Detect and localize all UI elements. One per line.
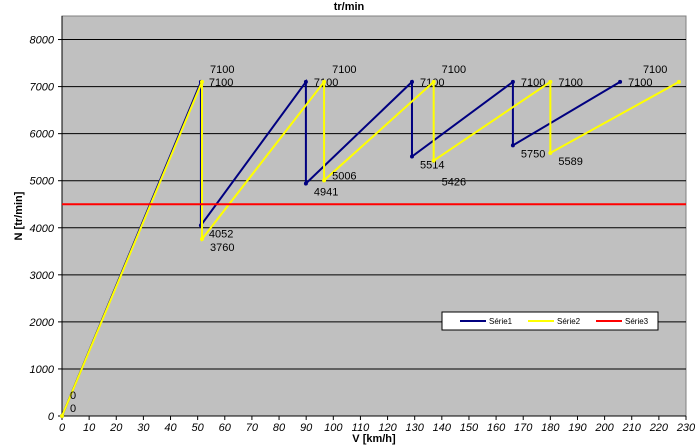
data-label: 7100: [643, 64, 667, 76]
data-label: 7100: [558, 77, 582, 89]
data-label: 7100: [442, 64, 466, 76]
x-tick-label: 180: [541, 422, 560, 434]
data-point: [199, 237, 204, 242]
data-label: 7100: [314, 77, 338, 89]
data-point: [322, 79, 327, 84]
data-label: 5750: [521, 148, 545, 160]
data-point: [303, 79, 308, 84]
data-label: 5426: [442, 177, 466, 189]
x-tick-label: 40: [164, 422, 177, 434]
x-tick-label: 20: [109, 422, 123, 434]
chart-title: tr/min: [334, 1, 365, 13]
data-label: 4052: [209, 228, 233, 240]
data-label: 0: [70, 403, 76, 415]
x-tick-label: 200: [594, 422, 614, 434]
data-point: [548, 79, 553, 84]
data-label: 5006: [332, 170, 356, 182]
x-tick-label: 110: [352, 422, 370, 434]
x-tick-label: 100: [324, 422, 343, 434]
x-tick-label: 80: [273, 422, 286, 434]
x-tick-label: 190: [568, 422, 587, 434]
x-tick-label: 50: [192, 422, 205, 434]
data-point: [409, 79, 414, 84]
x-tick-label: 10: [83, 422, 96, 434]
data-label: 7100: [628, 77, 652, 89]
data-point: [548, 150, 553, 155]
x-tick-label: 230: [676, 422, 696, 434]
y-tick-label: 1000: [30, 364, 55, 376]
x-tick-label: 170: [514, 422, 533, 434]
data-label: 7100: [210, 64, 234, 76]
y-tick-label: 5000: [30, 176, 55, 188]
data-point: [431, 158, 436, 163]
legend-label: Série1: [489, 317, 513, 326]
plot-area: [61, 15, 687, 417]
data-label: 4941: [314, 186, 338, 198]
data-point: [510, 143, 515, 148]
y-tick-label: 6000: [30, 129, 55, 141]
data-point: [322, 178, 327, 183]
data-point: [431, 79, 436, 84]
data-label: 5514: [420, 160, 444, 172]
x-tick-label: 90: [300, 422, 313, 434]
x-tick-label: 160: [487, 422, 506, 434]
legend-label: Série3: [625, 317, 649, 326]
y-tick-label: 4000: [30, 223, 55, 235]
x-tick-label: 220: [649, 422, 669, 434]
data-label: 5589: [558, 156, 582, 168]
x-tick-label: 0: [59, 422, 66, 434]
data-point: [676, 79, 681, 84]
data-point: [60, 414, 64, 418]
data-label: 3760: [210, 242, 234, 254]
x-axis-title: V [km/h]: [352, 433, 396, 445]
y-axis-title: N [tr/min]: [13, 191, 25, 240]
x-tick-label: 60: [219, 422, 232, 434]
x-tick-label: 210: [622, 422, 642, 434]
y-tick-label: 3000: [30, 270, 55, 282]
y-tick-label: 2000: [29, 317, 55, 329]
data-point: [510, 79, 515, 84]
legend-label: Série2: [557, 317, 581, 326]
x-tick-label: 130: [406, 422, 425, 434]
data-point: [409, 154, 414, 159]
data-label: 0: [70, 390, 76, 402]
series-line-2: [61, 78, 680, 417]
x-tick-label: 120: [378, 422, 397, 434]
x-tick-label: 140: [433, 422, 452, 434]
x-tick-label: 150: [460, 422, 479, 434]
y-tick-label: 0: [48, 411, 55, 423]
data-label: 7100: [521, 77, 545, 89]
data-label: 7100: [332, 64, 356, 76]
data-point: [618, 79, 623, 84]
x-tick-label: 30: [137, 422, 150, 434]
y-tick-label: 7000: [30, 82, 55, 94]
data-label: 7100: [209, 77, 233, 89]
series-line-1: [61, 78, 621, 417]
y-tick-label: 8000: [30, 35, 55, 47]
data-point: [199, 79, 204, 84]
x-tick-label: 70: [246, 422, 259, 434]
data-point: [303, 181, 308, 186]
